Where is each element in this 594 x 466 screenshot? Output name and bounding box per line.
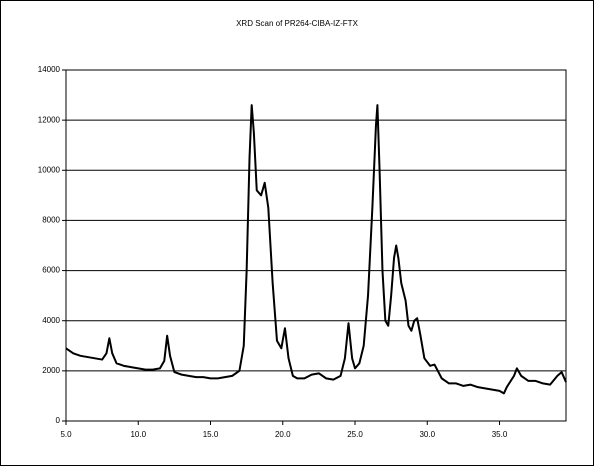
x-tick-label: 30.0: [419, 430, 435, 439]
plot-area: [65, 69, 567, 422]
x-tick-label: 35.0: [492, 430, 508, 439]
y-tick-label: 6000: [42, 266, 60, 275]
x-tick-label: 25.0: [347, 430, 363, 439]
x-tick-label: 15.0: [203, 430, 219, 439]
x-tick-label: 10.0: [130, 430, 146, 439]
y-tick-label: 4000: [42, 316, 60, 325]
x-tick-label: 20.0: [275, 430, 291, 439]
y-tick-label: 2000: [42, 366, 60, 375]
y-tick-label: 0: [56, 416, 61, 425]
x-tick-label: 5.0: [60, 430, 72, 439]
data-line: [65, 104, 567, 395]
y-tick-label: 10000: [38, 165, 61, 174]
y-tick-label: 12000: [38, 115, 61, 124]
y-tick-label: 14000: [38, 65, 61, 74]
chart-title: XRD Scan of PR264-CIBA-IZ-FTX: [236, 19, 358, 28]
y-tick-label: 8000: [42, 216, 60, 225]
